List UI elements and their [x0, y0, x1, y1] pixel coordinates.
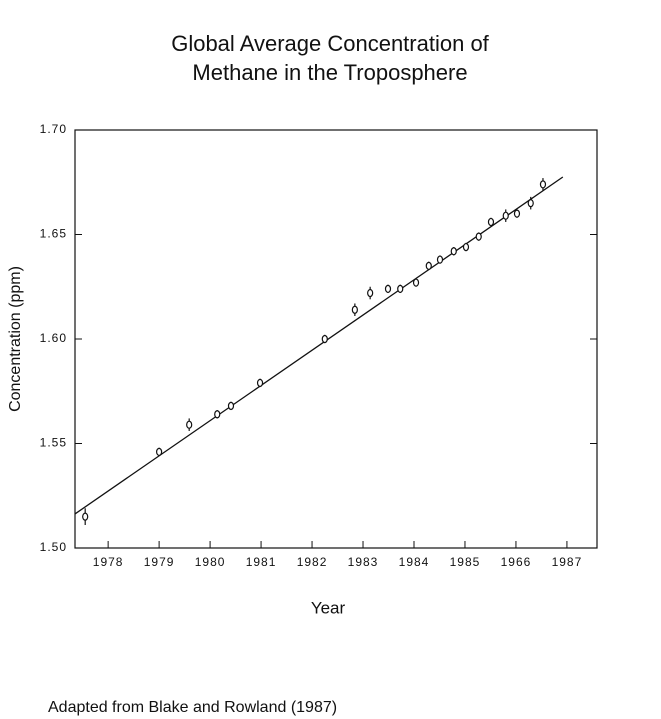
- plot-frame: [74, 129, 598, 549]
- x-tick-label: 1966: [501, 555, 532, 569]
- x-tick-label: 1980: [195, 555, 226, 569]
- fit-line: [74, 176, 564, 515]
- data-point: [82, 512, 89, 521]
- x-tick-label: 1982: [297, 555, 328, 569]
- data-point: [487, 217, 495, 227]
- x-tick-label: 1979: [144, 555, 175, 569]
- chart-subtitle: Methane in the Troposphere: [192, 60, 467, 85]
- data-point: [367, 288, 374, 298]
- x-tick-label: 1985: [450, 555, 481, 569]
- y-tick-label: 1.65: [40, 227, 67, 241]
- data-point: [412, 278, 420, 287]
- data-point: [321, 334, 328, 344]
- data-point: [502, 211, 509, 220]
- data-point: [513, 209, 521, 218]
- data-point: [256, 378, 264, 387]
- y-tick-label: 1.70: [40, 122, 67, 136]
- y-tick-label: 1.55: [40, 436, 67, 450]
- data-point: [527, 199, 534, 208]
- x-tick-label: 1981: [246, 555, 277, 569]
- source-note: Adapted from Blake and Rowland (1987): [48, 699, 337, 716]
- data-point: [475, 232, 482, 241]
- data-point: [425, 261, 432, 270]
- data-point: [450, 247, 457, 256]
- data-point: [384, 284, 392, 293]
- data-point: [227, 401, 235, 410]
- x-tick-label: 1984: [399, 555, 430, 569]
- data-point: [397, 284, 404, 293]
- y-tick-label: 1.60: [40, 331, 67, 345]
- data-point: [186, 420, 193, 429]
- data-point: [462, 242, 470, 252]
- x-axis-label: Year: [311, 598, 346, 617]
- data-point: [351, 305, 358, 314]
- data-point: [436, 255, 444, 264]
- y-tick-label: 1.50: [40, 540, 67, 554]
- y-axis-label: Concentration (ppm): [7, 266, 24, 412]
- data-point: [156, 447, 163, 456]
- chart-title: Global Average Concentration of: [171, 31, 489, 56]
- data-point: [539, 180, 547, 189]
- x-tick-label: 1983: [348, 555, 379, 569]
- x-tick-label: 1987: [552, 555, 583, 569]
- x-tick-label: 1978: [93, 555, 124, 569]
- data-point: [214, 410, 221, 419]
